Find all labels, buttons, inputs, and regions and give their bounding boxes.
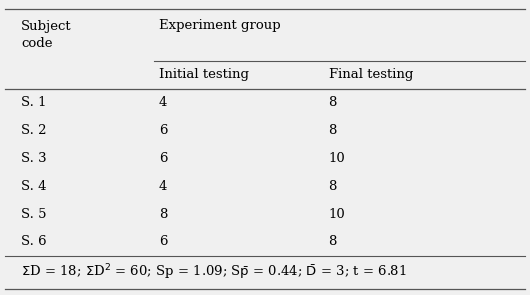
Text: 8: 8 (329, 180, 337, 193)
Text: 8: 8 (329, 124, 337, 137)
Text: Initial testing: Initial testing (159, 68, 249, 81)
Text: Final testing: Final testing (329, 68, 413, 81)
Text: 6: 6 (159, 152, 167, 165)
Text: 10: 10 (329, 152, 346, 165)
Text: S. 1: S. 1 (21, 96, 47, 109)
Text: Experiment group: Experiment group (159, 19, 280, 32)
Text: 6: 6 (159, 235, 167, 248)
Text: Subject
code: Subject code (21, 20, 72, 50)
Text: 8: 8 (329, 235, 337, 248)
Text: 8: 8 (159, 207, 167, 221)
Text: S. 6: S. 6 (21, 235, 47, 248)
Text: 4: 4 (159, 96, 167, 109)
Text: S. 2: S. 2 (21, 124, 47, 137)
Text: S. 3: S. 3 (21, 152, 47, 165)
Text: S. 5: S. 5 (21, 207, 47, 221)
Text: 6: 6 (159, 124, 167, 137)
Text: $\Sigma$D = 18; $\Sigma$D$^{2}$ = 60; Sp = 1.09; S$\bar{\rm p}$ = 0.44; $\bar{\r: $\Sigma$D = 18; $\Sigma$D$^{2}$ = 60; Sp… (21, 263, 407, 282)
Text: S. 4: S. 4 (21, 180, 47, 193)
Text: 4: 4 (159, 180, 167, 193)
Text: 8: 8 (329, 96, 337, 109)
Text: 10: 10 (329, 207, 346, 221)
